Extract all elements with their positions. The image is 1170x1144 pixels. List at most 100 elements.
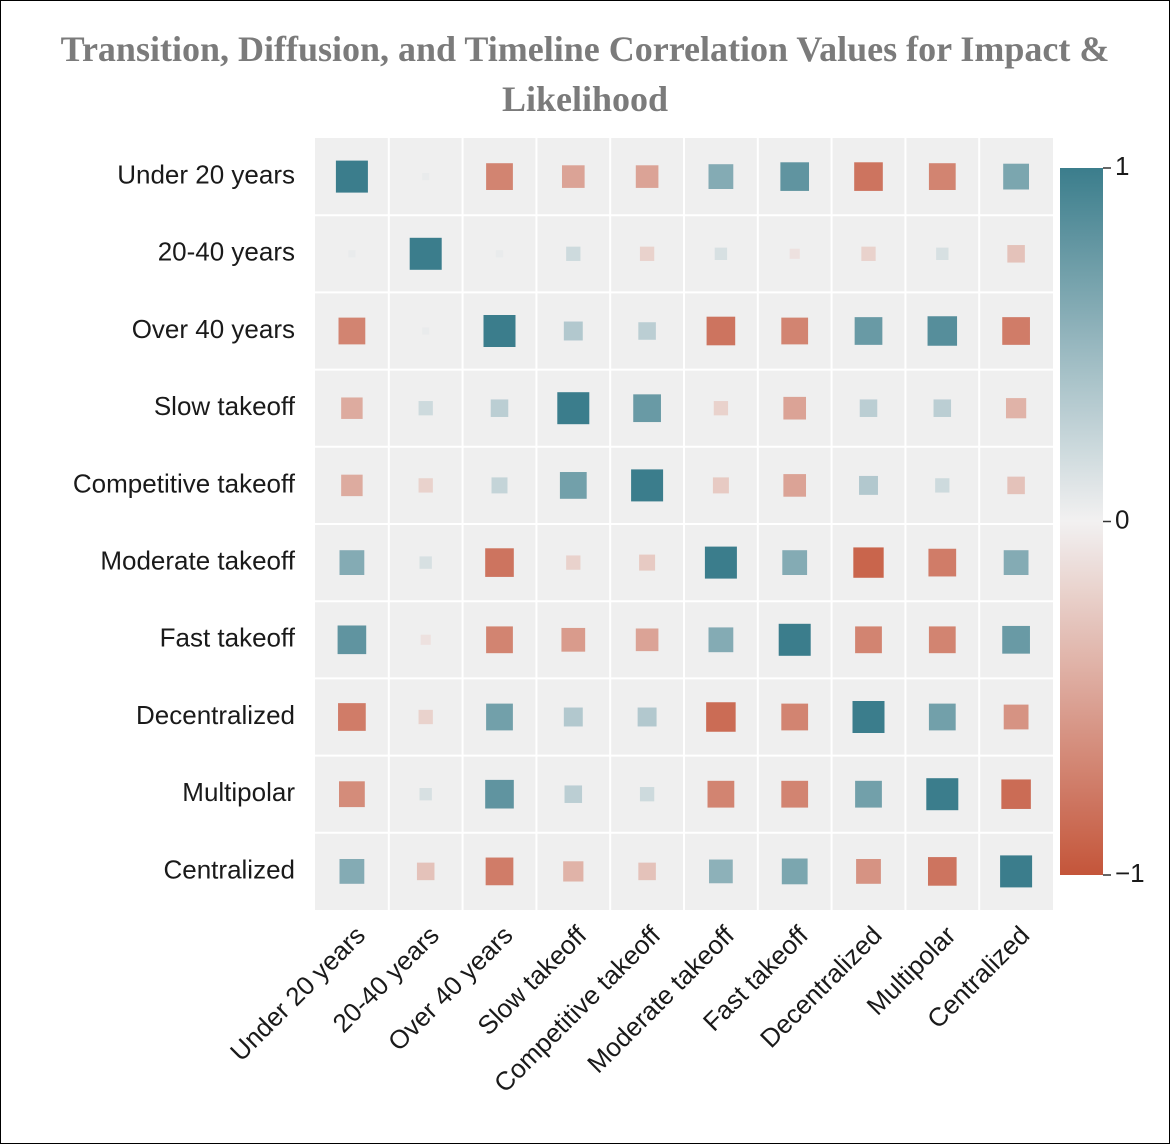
cell-square bbox=[1000, 855, 1033, 888]
cell-square bbox=[855, 780, 882, 808]
cell-square bbox=[638, 862, 656, 881]
cell-square bbox=[856, 859, 881, 884]
cell-square bbox=[854, 317, 883, 345]
cell-square bbox=[416, 862, 435, 881]
cell-square bbox=[338, 703, 366, 731]
colorbar-tick-label: 1 bbox=[1115, 151, 1129, 181]
cell-square bbox=[564, 785, 583, 803]
cell-square bbox=[557, 392, 590, 425]
cell-square bbox=[783, 474, 807, 497]
cell-square bbox=[1007, 245, 1025, 263]
cell-square bbox=[928, 548, 957, 577]
cell-square bbox=[337, 625, 367, 655]
cell-square bbox=[639, 246, 655, 261]
cell-square bbox=[561, 627, 586, 652]
cell-square bbox=[861, 246, 876, 261]
cell-square bbox=[635, 165, 659, 188]
cell-square bbox=[1003, 163, 1029, 190]
cell-square bbox=[485, 779, 514, 809]
cell-square bbox=[637, 707, 657, 727]
cell-square bbox=[491, 477, 508, 494]
y-tick-label: Competitive takeoff bbox=[73, 468, 296, 498]
cell-square bbox=[1005, 398, 1027, 419]
cell-square bbox=[339, 781, 365, 808]
cell-square bbox=[781, 703, 809, 731]
cell-square bbox=[859, 475, 878, 495]
y-tick-label: Moderate takeoff bbox=[100, 545, 295, 575]
cell-square bbox=[926, 778, 959, 811]
cell-square bbox=[708, 164, 734, 189]
cell-square bbox=[419, 788, 432, 801]
y-tick-label: Fast takeoff bbox=[160, 623, 296, 653]
cell-square bbox=[853, 547, 884, 578]
cell-square bbox=[708, 627, 734, 653]
cell-square bbox=[563, 861, 584, 882]
y-tick-label: Under 20 years bbox=[117, 159, 295, 189]
cell-square bbox=[639, 554, 656, 571]
cell-square bbox=[783, 396, 807, 420]
cell-square bbox=[935, 478, 950, 493]
cell-square bbox=[418, 478, 433, 493]
cell-square bbox=[638, 322, 656, 340]
cell-square bbox=[855, 626, 882, 654]
cell-square bbox=[633, 394, 661, 423]
cell-square bbox=[1001, 779, 1031, 809]
cell-square bbox=[933, 399, 952, 417]
cell-square bbox=[631, 469, 664, 502]
cell-square bbox=[928, 626, 956, 654]
cell-square bbox=[485, 548, 514, 577]
cell-square bbox=[422, 173, 430, 181]
cell-square bbox=[1003, 704, 1029, 730]
cell-square bbox=[566, 555, 581, 570]
cell-square bbox=[495, 250, 504, 258]
cell-square bbox=[1002, 317, 1030, 345]
cell-square bbox=[635, 628, 659, 652]
cell-square bbox=[706, 702, 736, 732]
cell-square bbox=[639, 787, 655, 802]
cell-square bbox=[854, 162, 883, 191]
cell-square bbox=[341, 397, 363, 419]
cell-square bbox=[1002, 625, 1030, 654]
cell-square bbox=[559, 472, 587, 499]
cell-square bbox=[712, 477, 729, 494]
cell-square bbox=[566, 246, 581, 261]
y-tick-label: Over 40 years bbox=[132, 314, 295, 344]
cell-square bbox=[483, 315, 516, 347]
colorbar-tick-label: 0 bbox=[1115, 504, 1129, 534]
chart-title: Transition, Diffusion, and Timeline Corr… bbox=[60, 29, 1110, 119]
cell-square bbox=[709, 859, 733, 884]
cell-square bbox=[789, 248, 800, 259]
cell-square bbox=[422, 327, 430, 335]
cell-square bbox=[339, 859, 365, 884]
cell-square bbox=[781, 317, 809, 345]
cell-square bbox=[418, 709, 433, 725]
cell-square bbox=[778, 623, 811, 656]
cell-square bbox=[859, 399, 878, 417]
cell-square bbox=[1007, 476, 1025, 495]
cell-square bbox=[781, 858, 808, 885]
cell-square bbox=[561, 165, 585, 188]
y-tick-label: Decentralized bbox=[136, 700, 295, 730]
cell-square bbox=[782, 550, 808, 575]
cell-square bbox=[781, 780, 809, 808]
cell-square bbox=[335, 160, 368, 193]
cell-square bbox=[486, 626, 513, 654]
cell-square bbox=[485, 857, 514, 886]
cell-square bbox=[927, 316, 958, 346]
cell-square bbox=[706, 316, 736, 346]
cell-square bbox=[927, 857, 957, 886]
cell-square bbox=[707, 780, 735, 808]
cell-square bbox=[563, 321, 583, 341]
cell-square bbox=[486, 163, 513, 190]
cell-square bbox=[419, 556, 432, 569]
y-tick-label: 20-40 years bbox=[158, 237, 295, 267]
colorbar bbox=[1060, 168, 1103, 875]
cell-square bbox=[341, 474, 363, 497]
cell-square bbox=[490, 399, 509, 417]
y-tick-label: Multipolar bbox=[182, 777, 295, 807]
cell-square bbox=[713, 401, 729, 416]
y-tick-label: Slow takeoff bbox=[154, 391, 296, 421]
cell-square bbox=[714, 247, 728, 260]
cell-square bbox=[928, 703, 956, 731]
